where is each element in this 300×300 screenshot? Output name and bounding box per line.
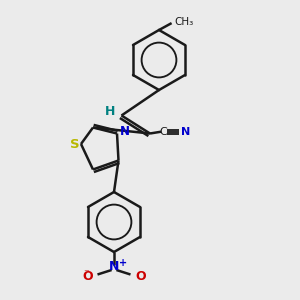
Text: CH₃: CH₃ [174,16,193,27]
Text: O: O [82,269,93,283]
Text: N: N [109,260,119,273]
Text: S: S [70,137,79,151]
Text: O: O [135,269,146,283]
Text: N: N [120,124,130,138]
Text: N: N [181,127,190,137]
Text: H: H [105,105,115,119]
Text: ⁻: ⁻ [83,268,89,278]
Text: C: C [160,127,167,137]
Text: +: + [118,257,127,268]
